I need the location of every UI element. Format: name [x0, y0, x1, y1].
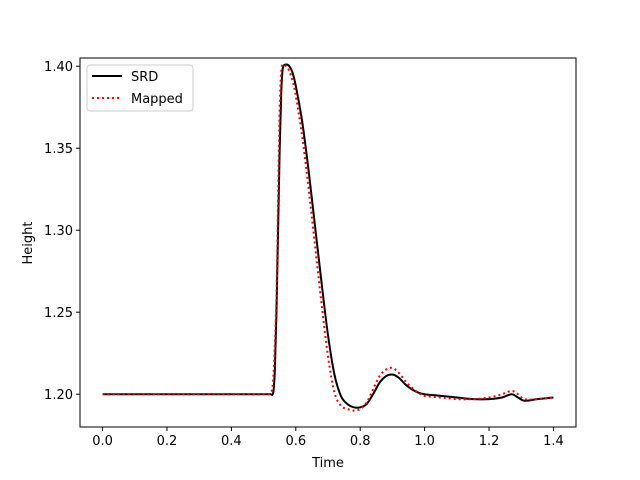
- series-layer: [102, 63, 554, 412]
- x-tick-label: 0.4: [221, 434, 242, 449]
- x-tick-label: 1.2: [479, 434, 500, 449]
- series-line-srd: [102, 63, 554, 409]
- x-axis-ticks: 0.0 0.2 0.4 0.6 0.8 1.0 1.2 1.4: [92, 427, 564, 449]
- y-tick-label: 1.35: [44, 142, 73, 157]
- plot-area-frame: [79, 57, 577, 428]
- legend: SRD Mapped: [86, 64, 194, 112]
- y-axis-ticks: 1.20 1.25 1.30 1.35 1.40: [44, 60, 80, 403]
- y-tick-label: 1.30: [44, 224, 73, 239]
- y-axis-label: Height: [21, 222, 36, 265]
- legend-label-mapped: Mapped: [131, 92, 183, 107]
- x-tick-label: 1.0: [414, 434, 435, 449]
- x-tick-label: 1.4: [543, 434, 564, 449]
- x-tick-label: 0.2: [157, 434, 178, 449]
- x-tick-label: 0.8: [350, 434, 371, 449]
- x-tick-label: 0.0: [92, 434, 113, 449]
- y-tick-label: 1.25: [44, 306, 73, 321]
- x-axis-label: Time: [311, 456, 344, 471]
- y-tick-label: 1.20: [44, 388, 73, 403]
- series-line-mapped: [102, 63, 554, 412]
- legend-label-srd: SRD: [131, 70, 158, 85]
- y-tick-label: 1.40: [44, 60, 73, 75]
- x-tick-label: 0.6: [285, 434, 306, 449]
